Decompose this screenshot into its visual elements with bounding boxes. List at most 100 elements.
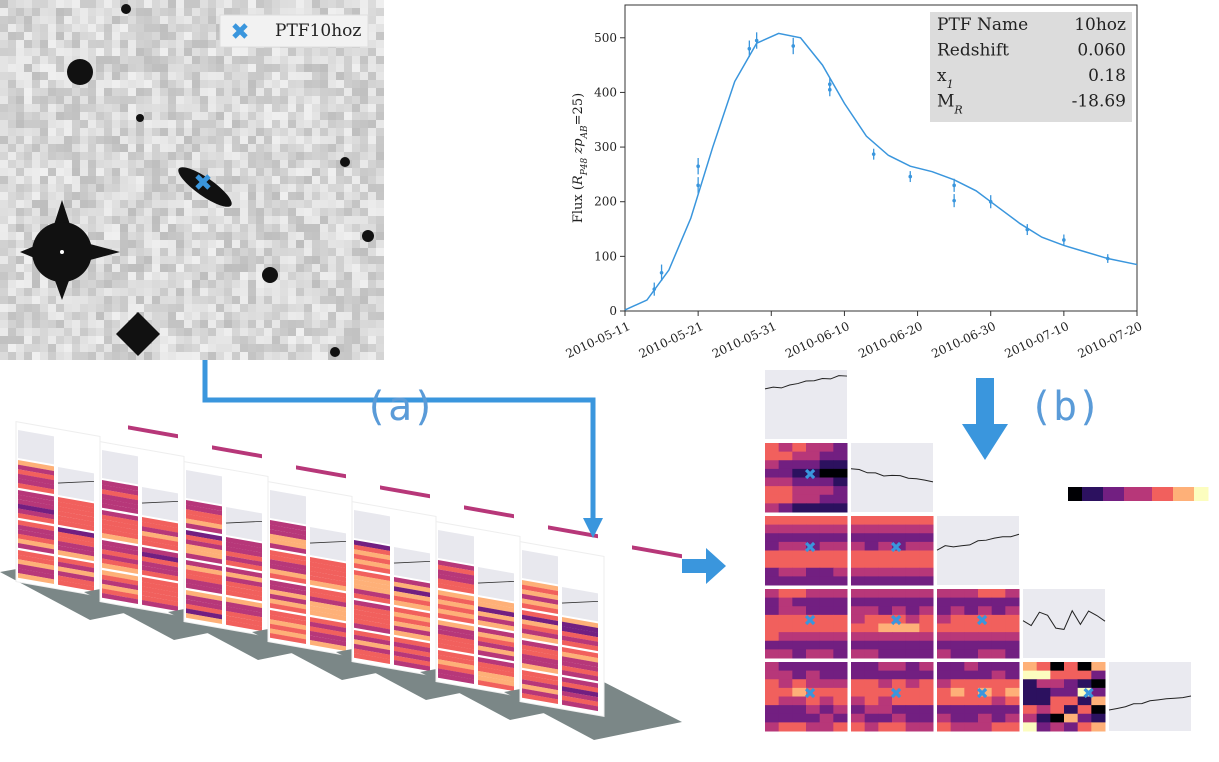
noise [136, 192, 144, 200]
heat-cell [1078, 671, 1092, 680]
noise [64, 312, 72, 320]
heat-cell [892, 662, 906, 671]
noise [96, 184, 104, 192]
noise [88, 56, 96, 64]
noise [272, 312, 280, 320]
noise [136, 152, 144, 160]
data-point [908, 175, 912, 179]
noise [176, 304, 184, 312]
noise [336, 264, 344, 272]
noise [136, 200, 144, 208]
heat-cell [820, 533, 834, 542]
noise [200, 16, 208, 24]
noise [128, 112, 136, 120]
noise [168, 240, 176, 248]
heat-cell [978, 679, 992, 688]
noise [24, 96, 32, 104]
noise [72, 88, 80, 96]
noise [336, 320, 344, 328]
noise [136, 288, 144, 296]
noise [64, 296, 72, 304]
noise [72, 96, 80, 104]
y-tick-label: 0 [609, 304, 617, 318]
noise [312, 288, 320, 296]
noise [224, 56, 232, 64]
noise [264, 320, 272, 328]
noise [288, 184, 296, 192]
noise [168, 272, 176, 280]
noise [32, 312, 40, 320]
noise [288, 264, 296, 272]
noise [336, 136, 344, 144]
noise [0, 160, 8, 168]
noise [376, 144, 384, 152]
noise [224, 64, 232, 72]
noise [96, 80, 104, 88]
noise [368, 112, 376, 120]
noise [64, 8, 72, 16]
noise [272, 160, 280, 168]
noise [0, 64, 8, 72]
noise [296, 240, 304, 248]
noise [120, 168, 128, 176]
noise [304, 88, 312, 96]
noise [104, 232, 112, 240]
noise [152, 208, 160, 216]
noise [296, 144, 304, 152]
noise [120, 240, 128, 248]
noise [8, 328, 16, 336]
noise [32, 24, 40, 32]
noise [32, 88, 40, 96]
noise [56, 184, 64, 192]
noise [360, 200, 368, 208]
noise [104, 352, 112, 360]
noise [48, 112, 56, 120]
noise [264, 240, 272, 248]
heat-cell [833, 606, 847, 615]
noise [160, 216, 168, 224]
info-value: 0.060 [1077, 41, 1126, 61]
noise [160, 128, 168, 136]
noise [192, 272, 200, 280]
noise [104, 0, 112, 8]
noise [344, 280, 352, 288]
noise [320, 128, 328, 136]
heat-cell [806, 568, 820, 577]
heat-cell [951, 688, 965, 697]
heat-cell [1023, 671, 1037, 680]
noise [240, 184, 248, 192]
heat-cell [919, 697, 933, 706]
noise [104, 48, 112, 56]
noise [112, 256, 120, 264]
noise [112, 288, 120, 296]
x-tick-label: 2010-05-11 [564, 319, 633, 361]
noise [48, 120, 56, 128]
noise [320, 352, 328, 360]
noise [320, 120, 328, 128]
noise [0, 192, 8, 200]
heat-cell [833, 568, 847, 577]
noise [376, 192, 384, 200]
noise [16, 304, 24, 312]
heat-cell [919, 649, 933, 658]
x-tick-label: 2010-07-10 [1003, 319, 1072, 361]
heat-cell [820, 516, 834, 525]
noise [288, 328, 296, 336]
heat-cell [906, 589, 920, 598]
noise [368, 136, 376, 144]
heat-cell [919, 705, 933, 714]
heat-cell [792, 624, 806, 633]
noise [112, 88, 120, 96]
heat-cell [906, 551, 920, 560]
noise [216, 352, 224, 360]
noise [368, 208, 376, 216]
noise [304, 272, 312, 280]
noise [48, 40, 56, 48]
noise [80, 8, 88, 16]
noise [88, 344, 96, 352]
heat-cell [919, 598, 933, 607]
noise [144, 32, 152, 40]
noise [248, 152, 256, 160]
noise [288, 0, 296, 8]
noise [200, 32, 208, 40]
